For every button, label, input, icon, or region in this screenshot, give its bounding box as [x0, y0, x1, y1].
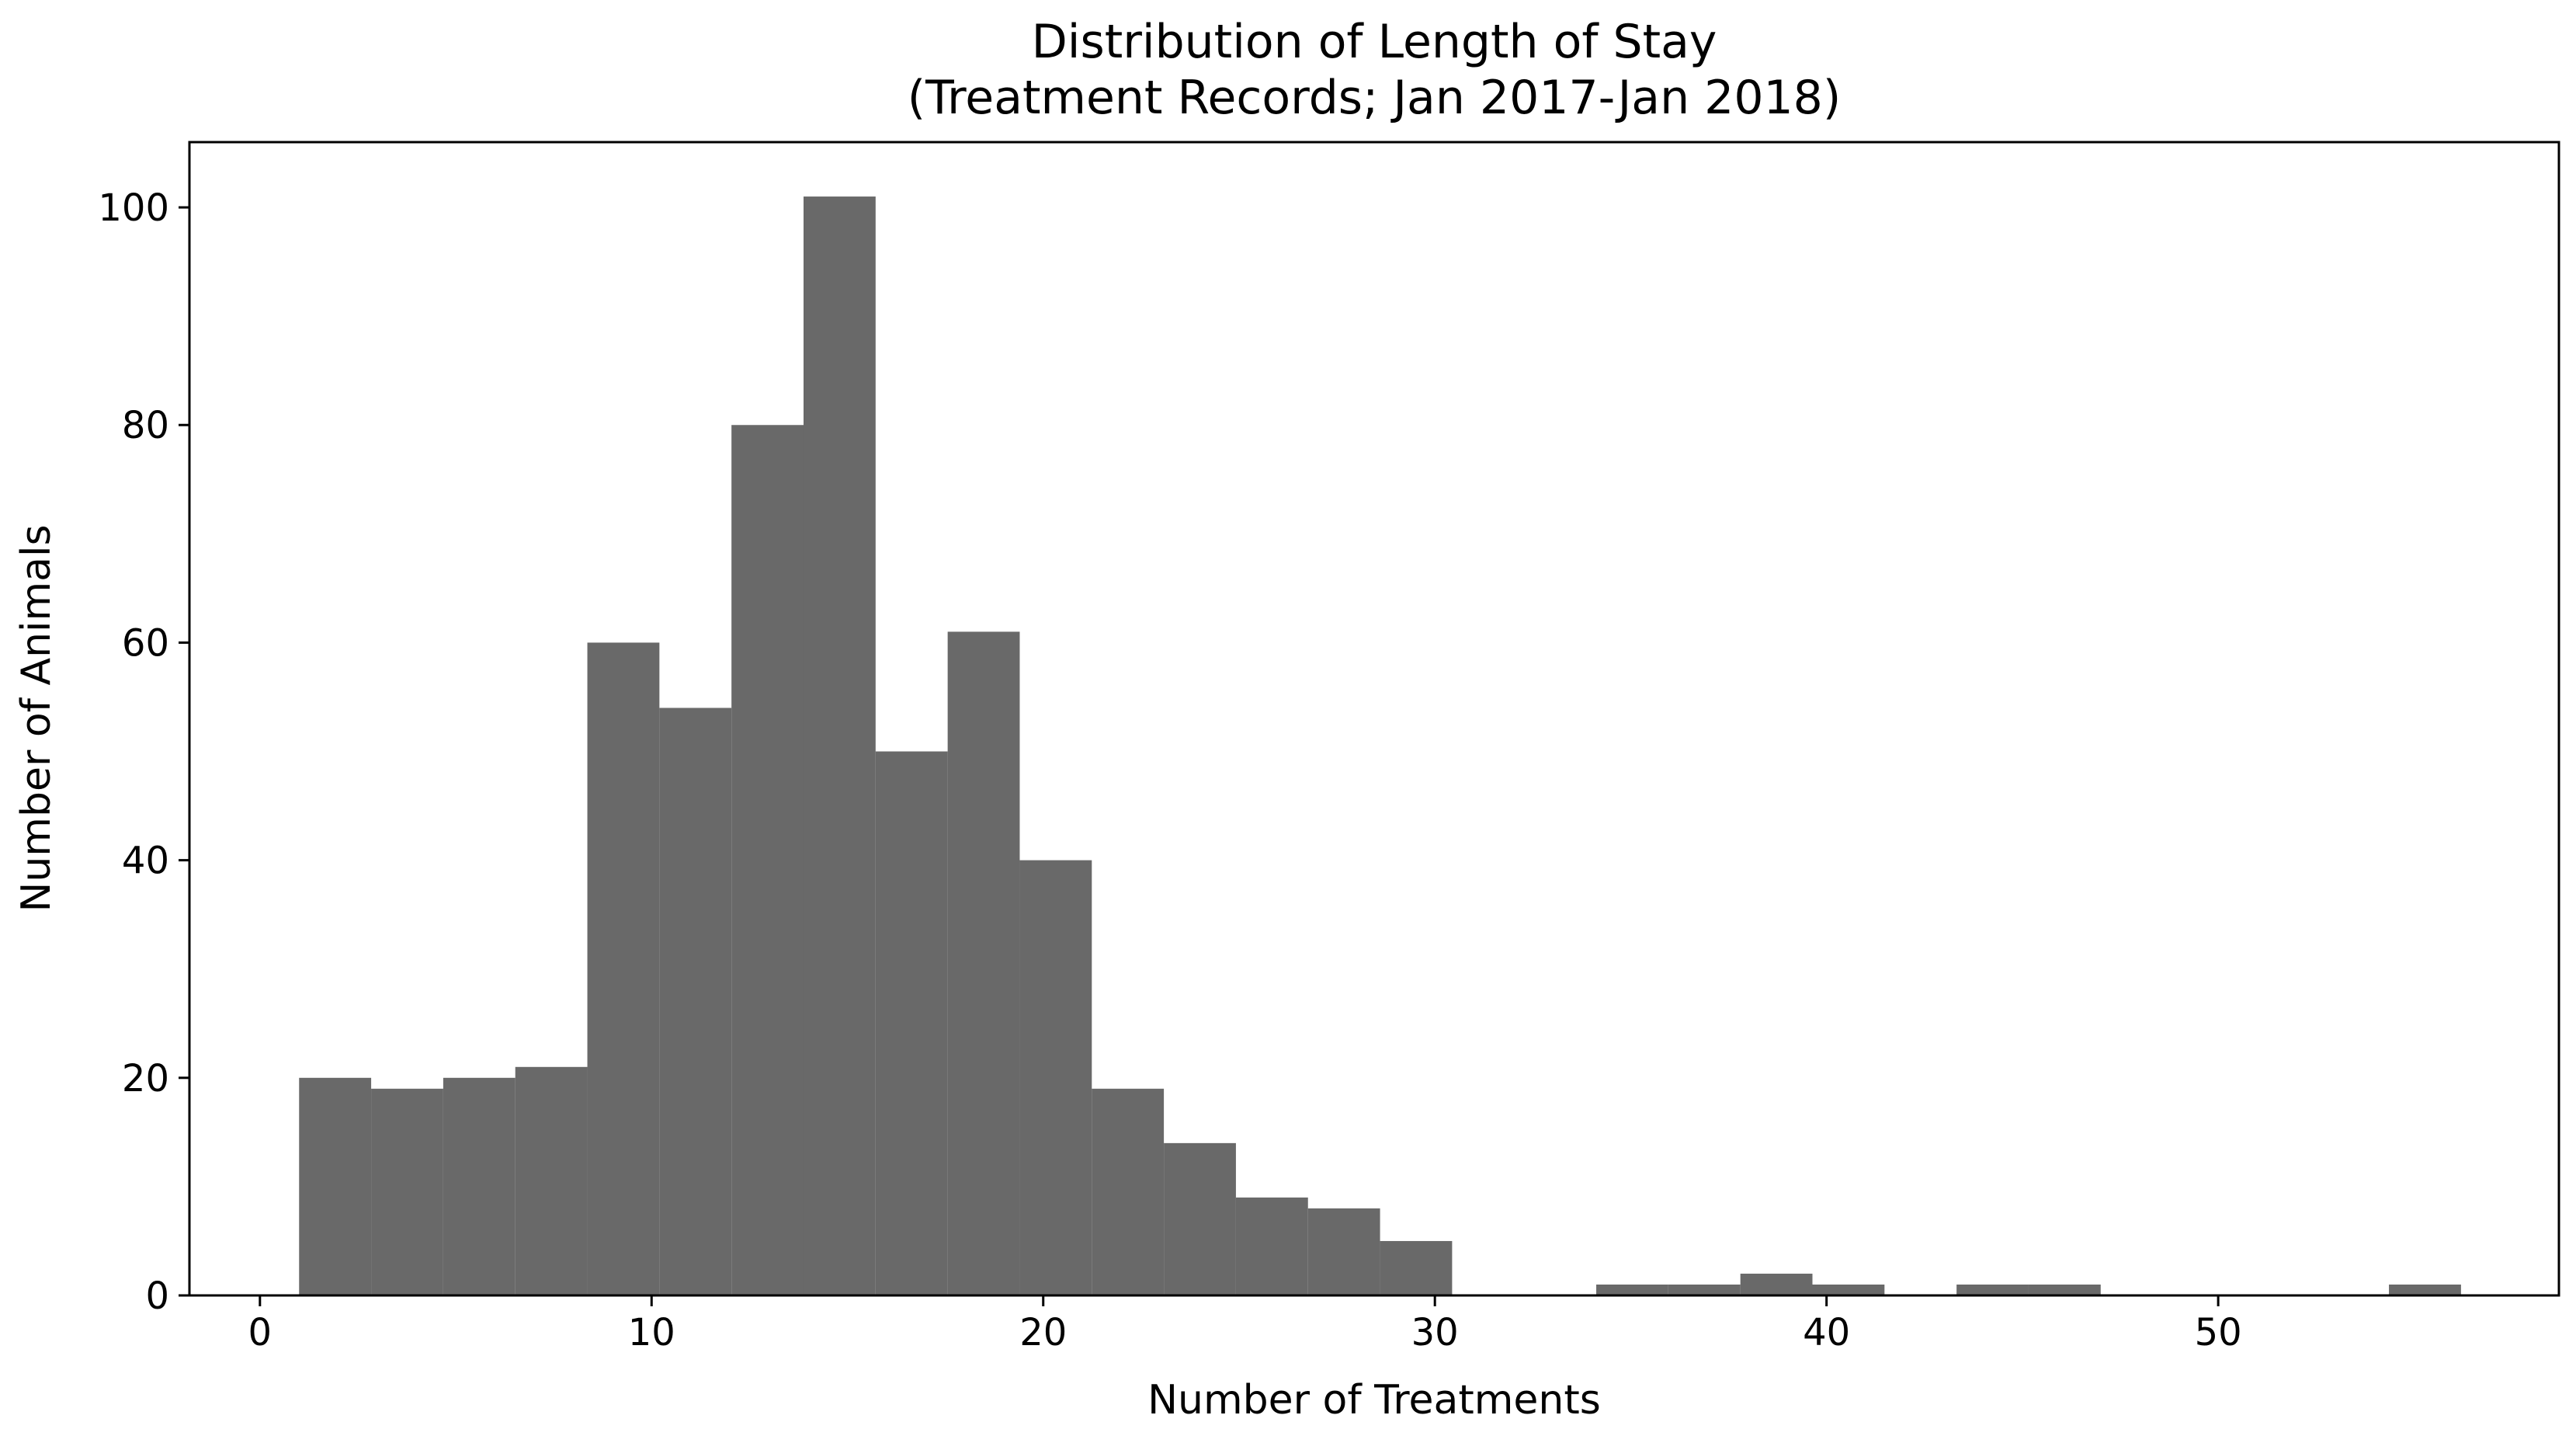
histogram-bar: [2028, 1284, 2101, 1295]
x-axis-label: Number of Treatments: [1147, 1377, 1601, 1424]
histogram-bar: [1812, 1284, 1885, 1295]
histogram-bar: [1740, 1273, 1813, 1295]
histogram-bar: [1019, 860, 1092, 1295]
histogram-bar: [1307, 1208, 1380, 1295]
histogram-bar: [1596, 1284, 1668, 1295]
x-axis: 0 10 20 30 40 50: [248, 1295, 2242, 1354]
histogram-bar: [587, 642, 660, 1295]
histogram-bar: [731, 425, 804, 1295]
y-axis: 0 20 40 60 80 100: [98, 186, 189, 1318]
y-tick-label: 0: [145, 1274, 169, 1318]
histogram-bar: [947, 631, 1020, 1295]
y-tick-label: 20: [122, 1057, 169, 1100]
y-axis-label: Number of Animals: [13, 524, 60, 912]
x-tick-label: 20: [1019, 1311, 1067, 1354]
y-tick-label: 40: [122, 840, 169, 883]
y-tick-label: 100: [98, 186, 169, 230]
chart-subtitle: (Treatment Records; Jan 2017-Jan 2018): [908, 71, 1842, 125]
histogram-bar: [1668, 1284, 1741, 1295]
y-tick-label: 80: [122, 404, 169, 447]
histogram-bar: [1956, 1284, 2029, 1295]
histogram-bar: [1235, 1197, 1308, 1295]
histogram-bar: [1164, 1142, 1236, 1295]
bars-group: [299, 196, 2461, 1296]
x-tick-label: 30: [1411, 1311, 1459, 1354]
plot-frame: [188, 141, 2560, 1297]
histogram-bar: [1380, 1240, 1453, 1295]
x-tick-label: 40: [1803, 1311, 1850, 1354]
histogram-bar: [875, 751, 948, 1295]
histogram-bar: [659, 708, 732, 1295]
histogram-bar: [1092, 1088, 1165, 1295]
x-tick-label: 10: [628, 1311, 675, 1354]
histogram-bar: [299, 1077, 372, 1295]
histogram-bar: [371, 1088, 443, 1295]
x-tick-label: 0: [248, 1311, 273, 1354]
histogram-bar: [515, 1066, 588, 1295]
x-tick-label: 50: [2195, 1311, 2242, 1354]
y-tick-label: 60: [122, 621, 169, 665]
histogram-bar: [2389, 1284, 2461, 1295]
chart-title: Distribution of Length of Stay: [1032, 15, 1717, 69]
histogram-bar: [803, 196, 876, 1296]
histogram-bar: [443, 1077, 516, 1295]
